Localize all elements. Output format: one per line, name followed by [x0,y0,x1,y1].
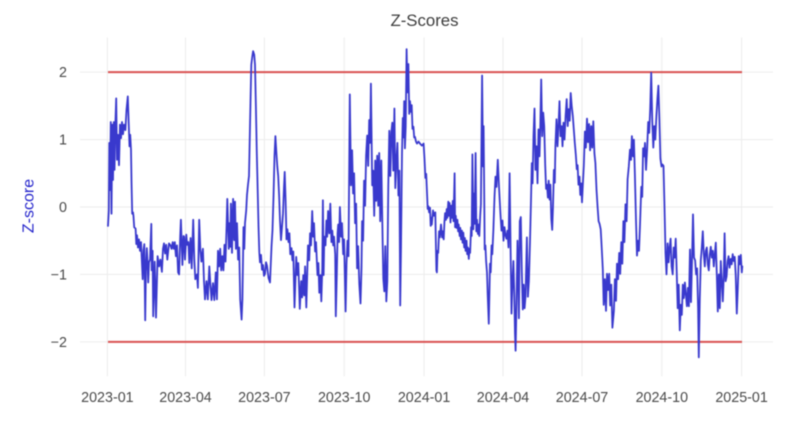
svg-text:2: 2 [59,65,67,81]
svg-text:0: 0 [59,200,67,216]
svg-text:Z-Scores: Z-Scores [390,11,458,30]
svg-text:2024-07: 2024-07 [556,390,609,406]
svg-text:−2: −2 [51,335,67,351]
svg-text:2024-04: 2024-04 [477,390,530,406]
svg-text:1: 1 [59,133,67,149]
svg-text:2023-04: 2023-04 [159,390,212,406]
svg-text:2023-07: 2023-07 [238,390,291,406]
svg-text:2025-01: 2025-01 [715,390,768,406]
svg-text:2023-01: 2023-01 [81,390,134,406]
svg-text:2024-10: 2024-10 [636,390,689,406]
svg-text:Z-score: Z-score [21,179,38,233]
svg-text:2024-01: 2024-01 [398,390,451,406]
svg-text:2023-10: 2023-10 [318,390,371,406]
svg-text:−1: −1 [51,267,67,283]
